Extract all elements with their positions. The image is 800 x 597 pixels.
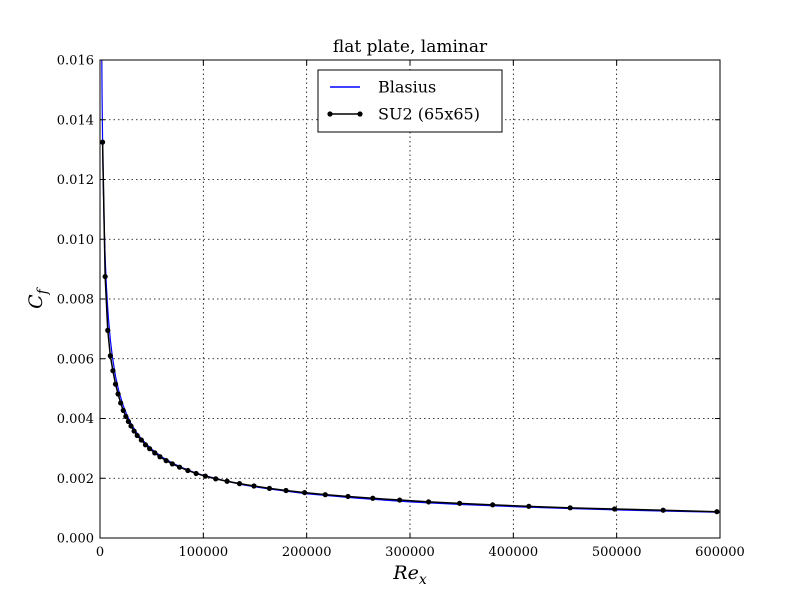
x-tick-label: 300000 bbox=[385, 545, 435, 560]
x-tick-label: 500000 bbox=[592, 545, 642, 560]
legend-label: SU2 (65x65) bbox=[378, 105, 480, 124]
y-tick-label: 0.014 bbox=[57, 113, 94, 128]
legend-marker bbox=[327, 111, 333, 117]
data-point bbox=[457, 500, 463, 506]
data-point bbox=[110, 368, 116, 374]
data-point bbox=[490, 502, 496, 508]
y-tick-label: 0.002 bbox=[57, 472, 94, 487]
data-point bbox=[102, 273, 108, 280]
data-point bbox=[612, 506, 618, 512]
y-axis-label: Cf bbox=[25, 286, 51, 309]
data-point bbox=[236, 481, 243, 487]
data-point bbox=[322, 492, 328, 498]
data-point bbox=[112, 381, 119, 387]
data-point bbox=[147, 446, 153, 452]
y-tick-label: 0.012 bbox=[57, 173, 94, 188]
y-tick-label: 0.004 bbox=[57, 412, 94, 427]
data-point bbox=[397, 497, 403, 503]
chart-title: flat plate, laminar bbox=[333, 37, 488, 57]
legend-marker bbox=[357, 111, 363, 117]
data-point bbox=[118, 400, 124, 406]
x-tick-label: 0 bbox=[96, 545, 104, 560]
tick-labels: 0 100000 200000 300000 400000 500000 600000 0.0… bbox=[57, 54, 745, 561]
data-point bbox=[152, 450, 158, 456]
data-point bbox=[283, 487, 289, 494]
x-axis-label: Rex bbox=[392, 562, 427, 588]
data-point bbox=[185, 467, 191, 474]
data-point bbox=[100, 139, 106, 145]
legend-entries: Blasius SU2 (65x65) bbox=[327, 78, 480, 124]
data-point bbox=[169, 461, 175, 467]
data-point bbox=[426, 499, 432, 505]
x-tick-label: 400000 bbox=[489, 545, 539, 560]
series-su2 bbox=[100, 139, 720, 515]
data-point bbox=[213, 476, 219, 482]
y-tick-label: 0.006 bbox=[57, 352, 94, 367]
legend: Blasius SU2 (65x65) bbox=[317, 69, 503, 133]
data-point bbox=[302, 489, 308, 496]
data-point bbox=[370, 495, 376, 501]
x-tick-label: 200000 bbox=[282, 545, 332, 560]
data-point bbox=[128, 423, 134, 429]
data-point bbox=[138, 437, 144, 443]
data-series bbox=[100, 60, 720, 515]
x-tick-label: 100000 bbox=[179, 545, 229, 560]
data-point bbox=[120, 407, 126, 414]
x-tick-label: 600000 bbox=[695, 545, 745, 560]
data-point bbox=[105, 327, 111, 333]
legend-label: Blasius bbox=[378, 78, 436, 97]
y-tick-label: 0.000 bbox=[57, 532, 94, 547]
x-axis-label-base: Re bbox=[392, 562, 419, 584]
data-point bbox=[163, 458, 169, 464]
y-tick-label: 0.016 bbox=[57, 54, 94, 69]
y-axis-label-base: C bbox=[25, 294, 47, 309]
legend-box bbox=[317, 69, 503, 133]
data-point bbox=[107, 353, 113, 359]
data-point bbox=[660, 507, 666, 513]
data-point bbox=[134, 432, 140, 439]
data-point bbox=[142, 442, 149, 448]
data-point bbox=[714, 509, 720, 515]
x-axis-label-subscript: x bbox=[419, 572, 427, 588]
data-point bbox=[125, 418, 132, 425]
y-axis-label-subscript: f bbox=[35, 286, 51, 295]
data-point bbox=[131, 428, 137, 434]
data-point bbox=[157, 454, 163, 460]
grid-lines bbox=[100, 60, 720, 538]
data-point bbox=[123, 413, 129, 420]
y-tick-label: 0.010 bbox=[57, 233, 94, 248]
data-point bbox=[567, 505, 573, 511]
data-point bbox=[115, 391, 121, 397]
data-point bbox=[345, 493, 351, 500]
data-point bbox=[193, 470, 199, 477]
y-tick-label: 0.008 bbox=[57, 293, 94, 308]
data-point bbox=[251, 483, 257, 489]
data-point bbox=[176, 464, 183, 470]
data-point bbox=[266, 485, 273, 492]
axis-ticks bbox=[99, 59, 721, 539]
data-point bbox=[202, 473, 208, 479]
data-point bbox=[526, 503, 532, 509]
data-point bbox=[224, 478, 230, 484]
